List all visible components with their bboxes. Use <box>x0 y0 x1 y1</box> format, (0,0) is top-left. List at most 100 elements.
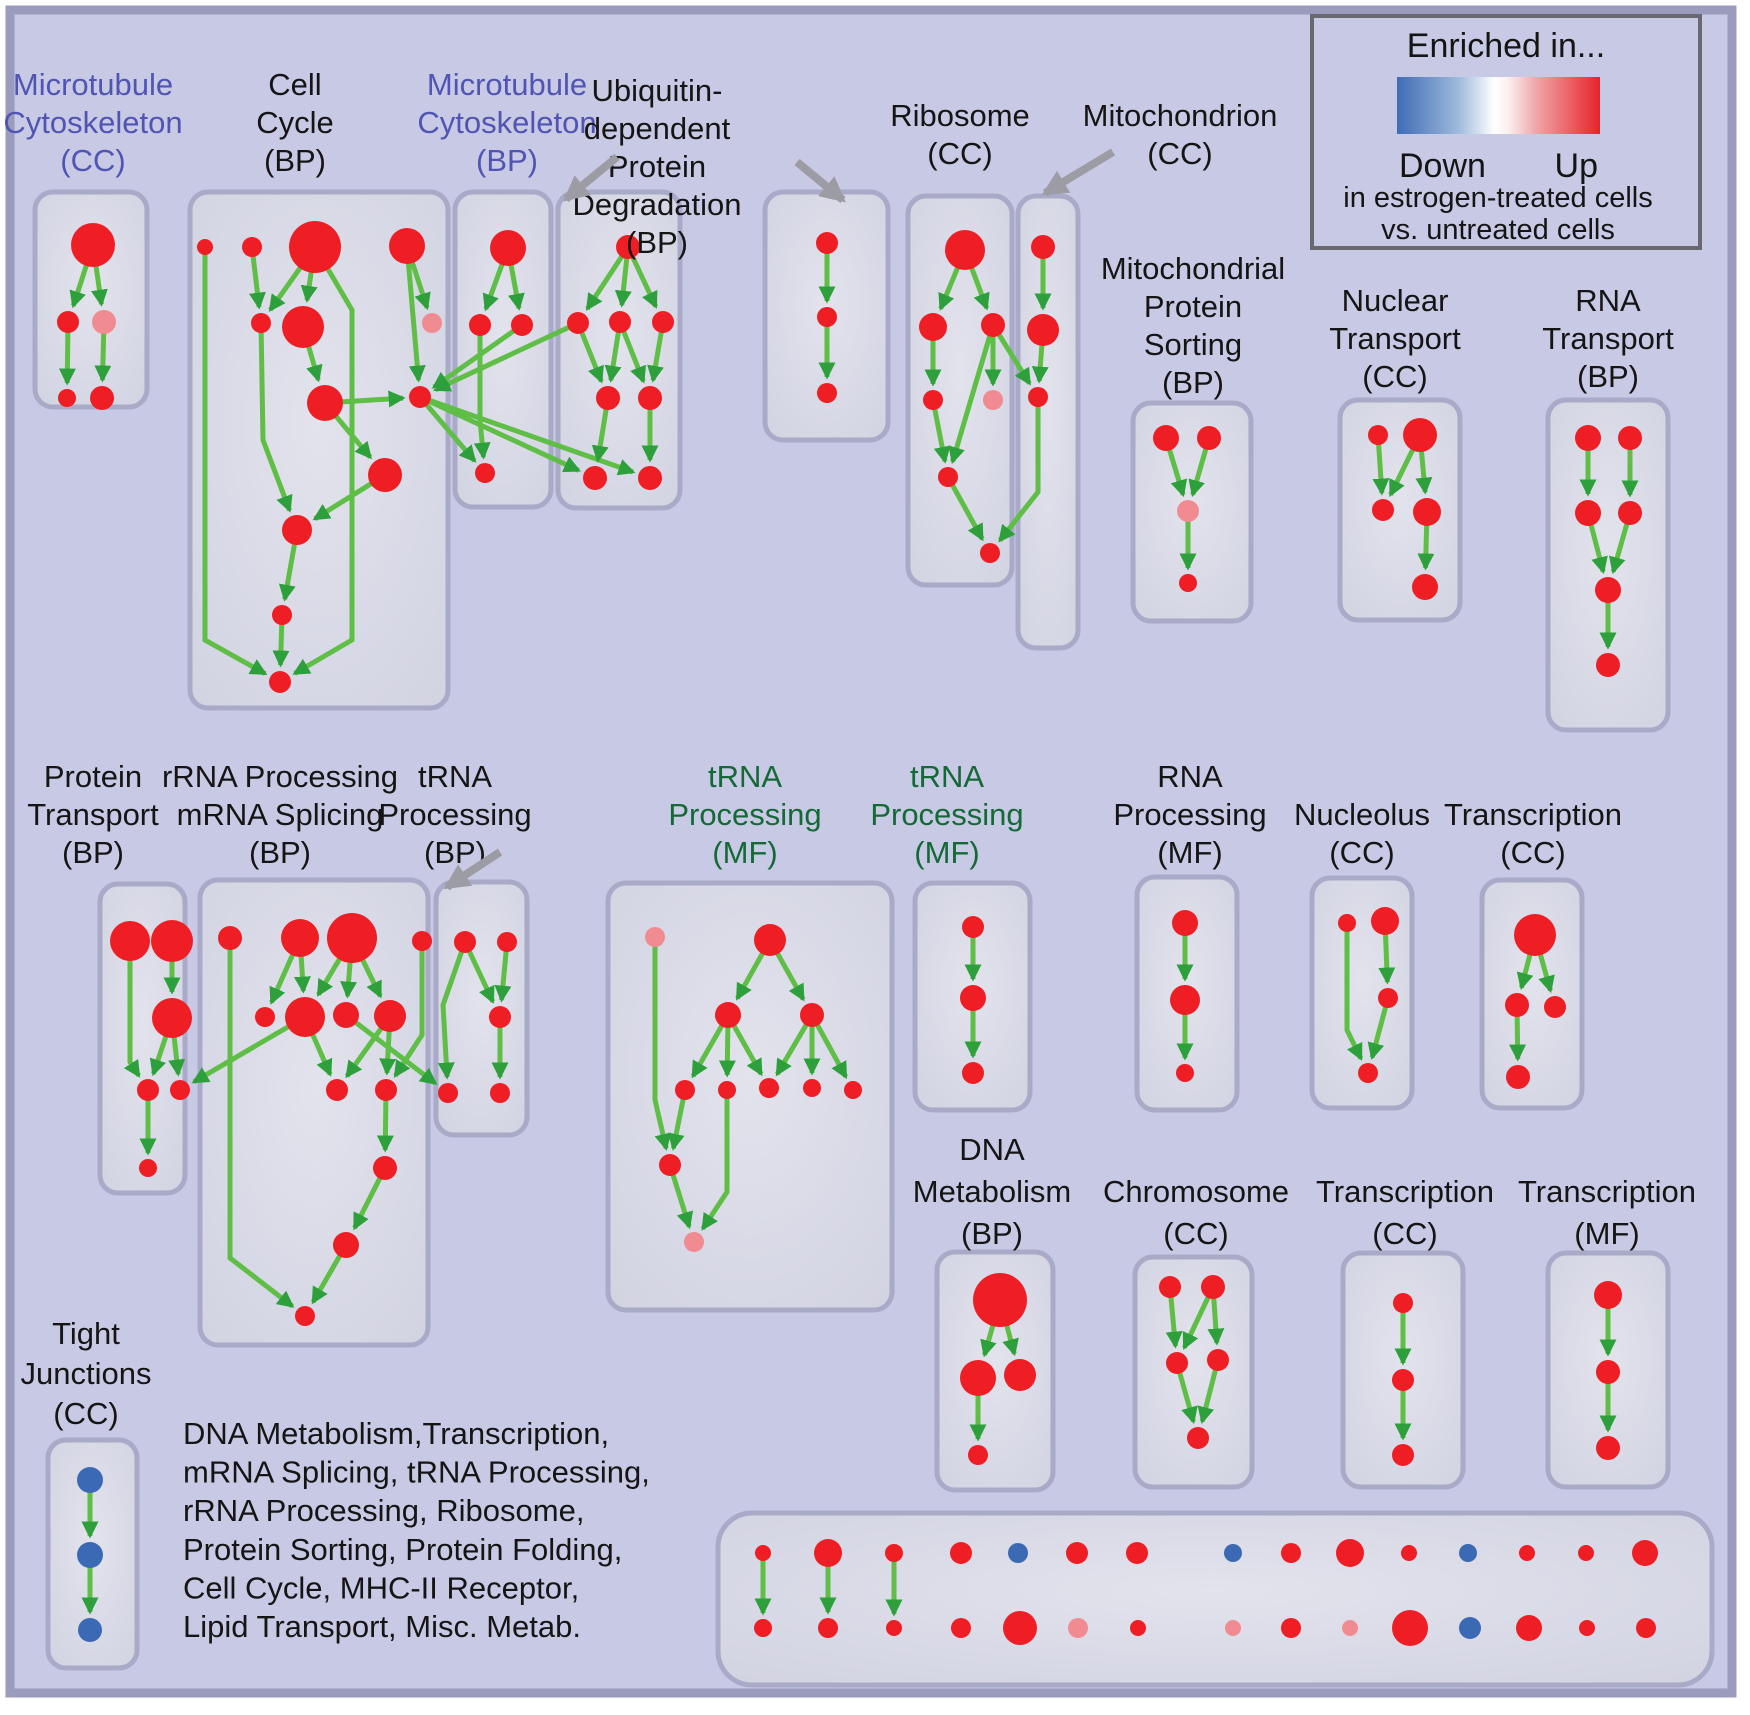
cluster-label-mitochondrial-protein-sorting-bp: (BP) <box>1162 365 1224 400</box>
cluster-label-chromosome-cc: Chromosome <box>1103 1174 1289 1209</box>
legend-down-label: Down <box>1399 147 1486 185</box>
node-c11 <box>269 671 291 693</box>
node-g1 <box>645 927 665 947</box>
cluster-label-trna-processing-mf-2: (MF) <box>914 835 979 870</box>
node-k1 <box>1514 914 1556 956</box>
node-rr5 <box>255 1007 275 1027</box>
ubiquitin-pointer-right <box>794 158 846 204</box>
node-d1 <box>973 1273 1027 1327</box>
cluster-label-trna-processing-mf-1: tRNA <box>708 759 782 794</box>
node-rt2 <box>1618 426 1642 450</box>
node-t1 <box>1031 235 1055 259</box>
node-p4 <box>1179 574 1197 592</box>
node-g5 <box>675 1080 695 1100</box>
cluster-box-misc-panel <box>715 1510 1715 1688</box>
node-r5 <box>983 390 1003 410</box>
misc-categories-line-3: rRNA Processing, Ribosome, <box>183 1493 584 1528</box>
cluster-label-microtubule-cytoskeleton-bp: (BP) <box>476 143 538 178</box>
cluster-label-trna-processing-mf-1: (MF) <box>712 835 777 870</box>
node-p2 <box>1197 426 1221 450</box>
node-z10 <box>1342 1620 1358 1636</box>
edge-arrow-u2-c7 <box>433 320 580 393</box>
node-t2 <box>1027 314 1059 346</box>
node-z1 <box>754 1619 772 1637</box>
legend-title: Enriched in... <box>1407 27 1605 65</box>
cluster-label-transcription-mf: (MF) <box>1574 1216 1639 1251</box>
misc-categories-line-2: mRNA Splicing, tRNA Processing, <box>183 1455 650 1490</box>
misc-categories-line-1: DNA Metabolism,Transcription, <box>183 1416 609 1451</box>
edge-arrow-c3-c11 <box>292 245 355 676</box>
cluster-label-ribosome-cc: Ribosome <box>890 98 1030 133</box>
node-c4 <box>389 228 425 264</box>
edge-arrow-c2-c5 <box>248 246 266 310</box>
cluster-label-dna-metabolism-bp: (BP) <box>961 1216 1023 1251</box>
ubiquitin-pointer-left <box>563 153 620 203</box>
cluster-box-mitochondrion-cc <box>1015 193 1081 651</box>
cluster-label-trna-processing-bp: Processing <box>378 797 531 832</box>
node-m2 <box>469 314 491 336</box>
cluster-label-microtubule-cytoskeleton-cc: Microtubule <box>13 67 173 102</box>
node-q1 <box>71 223 115 267</box>
node-i1 <box>1172 910 1198 936</box>
node-m4 <box>475 463 495 483</box>
cluster-label-cell-cycle-bp: (BP) <box>264 143 326 178</box>
node-g3 <box>715 1002 741 1028</box>
node-pt1 <box>110 921 150 961</box>
cluster-label-protein-transport-bp: (BP) <box>62 835 124 870</box>
node-nt3 <box>1372 499 1394 521</box>
cluster-box-transcription-cc-1 <box>1479 877 1585 1111</box>
node-c5 <box>251 313 271 333</box>
node-d4 <box>968 1445 988 1465</box>
cluster-label-transcription-cc-1: (CC) <box>1500 835 1565 870</box>
cluster-label-rrna-processing-mrna-splicing-bp: (BP) <box>249 835 311 870</box>
node-i3 <box>1176 1064 1194 1082</box>
cluster-label-transcription-cc-2: Transcription <box>1316 1174 1494 1209</box>
node-u2 <box>567 312 589 334</box>
node-x1 <box>77 1467 103 1493</box>
cluster-label-nuclear-transport-cc: Nuclear <box>1342 283 1449 318</box>
trna-bp-pointer <box>443 848 503 891</box>
node-f3 <box>1392 1444 1414 1466</box>
node-nt4 <box>1413 498 1441 526</box>
cluster-label-trna-processing-mf-2: tRNA <box>910 759 984 794</box>
legend-up-label: Up <box>1555 147 1598 185</box>
cluster-label-trna-processing-mf-1: Processing <box>668 797 821 832</box>
node-p3 <box>1177 500 1199 522</box>
cluster-label-protein-transport-bp: Protein <box>44 759 142 794</box>
cluster-label-rna-processing-mf: RNA <box>1157 759 1223 794</box>
node-nt2 <box>1403 418 1437 452</box>
cluster-label-transcription-mf: Transcription <box>1518 1174 1696 1209</box>
cluster-label-ubiquitin-degradation-bp: Ubiquitin- <box>592 73 723 108</box>
cluster-label-ubiquitin-degradation-bp: Protein <box>608 149 706 184</box>
node-k3 <box>1544 996 1566 1018</box>
node-r3 <box>981 313 1005 337</box>
edge-arrow-tb1-tb4 <box>437 941 468 1080</box>
node-f1 <box>1393 1293 1413 1313</box>
node-u6 <box>638 386 662 410</box>
node-tb3 <box>489 1006 511 1028</box>
node-c8 <box>368 458 402 492</box>
legend-subtitle-1: in estrogen-treated cells <box>1343 182 1653 214</box>
cluster-label-nuclear-transport-cc: (CC) <box>1362 359 1427 394</box>
node-y6 <box>1066 1542 1088 1564</box>
node-rr9 <box>326 1079 348 1101</box>
node-rr13 <box>295 1306 315 1326</box>
node-u8 <box>638 466 662 490</box>
node-r1 <box>945 230 985 270</box>
node-e1 <box>1159 1276 1181 1298</box>
node-z3 <box>886 1620 902 1636</box>
node-rr2 <box>281 919 319 957</box>
node-m3 <box>511 314 533 336</box>
node-rt5 <box>1595 577 1621 603</box>
node-rr8 <box>374 1000 406 1032</box>
node-y11 <box>1401 1545 1417 1561</box>
cluster-label-trna-processing-bp: tRNA <box>418 759 492 794</box>
cluster-label-rna-transport-bp: Transport <box>1542 321 1674 356</box>
node-nt5 <box>1412 574 1438 600</box>
cluster-label-nuclear-transport-cc: Transport <box>1329 321 1461 356</box>
cluster-box-trna-processing-mf-1 <box>605 880 895 1313</box>
cluster-label-rrna-processing-mrna-splicing-bp: mRNA Splicing <box>177 797 384 832</box>
cluster-label-tight-junctions-cc: (CC) <box>53 1396 118 1431</box>
